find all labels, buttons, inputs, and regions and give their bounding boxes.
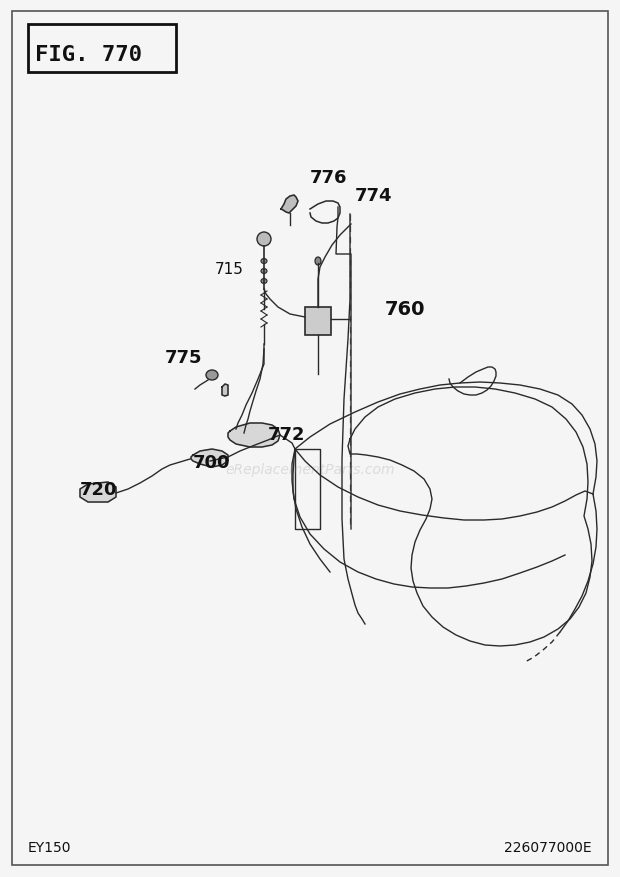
Text: 760: 760 — [385, 300, 425, 319]
Text: 226077000E: 226077000E — [505, 840, 592, 854]
Text: 700: 700 — [193, 453, 231, 472]
Ellipse shape — [206, 371, 218, 381]
Ellipse shape — [261, 279, 267, 284]
Text: EY150: EY150 — [28, 840, 71, 854]
Ellipse shape — [261, 269, 267, 275]
Text: eReplacementParts.com: eReplacementParts.com — [225, 462, 395, 476]
Ellipse shape — [261, 260, 267, 264]
Text: 772: 772 — [268, 425, 306, 444]
Polygon shape — [281, 196, 298, 214]
Polygon shape — [80, 482, 116, 503]
Bar — [305, 308, 331, 336]
Polygon shape — [222, 384, 228, 396]
Ellipse shape — [315, 258, 321, 266]
Polygon shape — [228, 424, 280, 447]
Text: 715: 715 — [215, 262, 244, 277]
Bar — [28, 25, 176, 73]
Text: FIG. 770: FIG. 770 — [35, 45, 142, 65]
Text: 720: 720 — [80, 481, 118, 498]
Polygon shape — [191, 450, 228, 467]
Text: 775: 775 — [165, 348, 203, 367]
Text: 774: 774 — [355, 187, 392, 204]
Ellipse shape — [257, 232, 271, 246]
Text: 776: 776 — [310, 168, 347, 187]
